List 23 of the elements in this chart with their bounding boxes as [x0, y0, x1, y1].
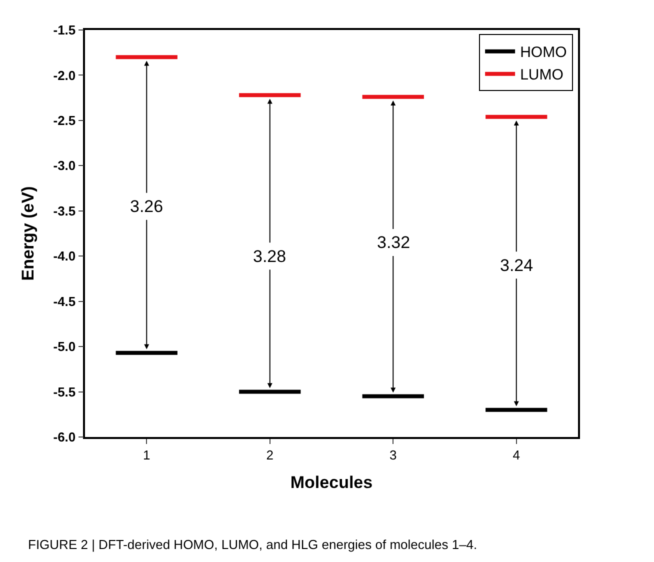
y-tick-label: -3.0	[53, 158, 76, 174]
y-tick-label: -2.0	[53, 68, 76, 83]
legend-label: HOMO	[520, 44, 567, 62]
annotation: 3.32	[377, 233, 410, 252]
x-tick-label: 4	[512, 447, 520, 462]
annotation: 3.24	[500, 256, 534, 275]
y-tick-label: -6.0	[53, 430, 76, 445]
y-tick-label: -5.5	[53, 384, 76, 400]
y-tick-label: -1.5	[53, 22, 76, 38]
y-tick-label: -4.5	[53, 294, 76, 309]
y-tick-label: -5.0	[53, 339, 76, 354]
y-axis-title: Energy (eV)	[18, 186, 38, 281]
x-tick-label: 1	[143, 447, 150, 462]
annotation: 3.28	[253, 247, 286, 266]
legend-label: LUMO	[520, 66, 564, 84]
x-tick-label: 2	[266, 447, 274, 462]
annotation: 3.26	[130, 197, 164, 216]
x-tick-label: 3	[390, 447, 397, 462]
y-tick-label: -4.0	[53, 248, 76, 264]
y-tick-label: -2.5	[53, 112, 76, 128]
x-axis-title: Molecules	[290, 473, 373, 492]
y-tick-label: -3.5	[53, 203, 76, 218]
caption: FIGURE 2 | DFT-derived HOMO, LUMO, and HLG energies of molecules 1–4.	[28, 537, 478, 552]
